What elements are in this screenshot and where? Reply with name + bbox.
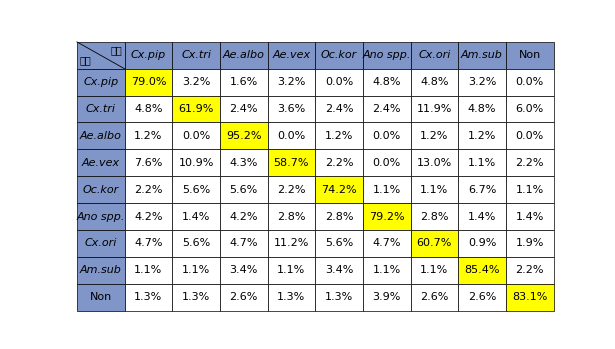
Text: 예측: 예측 <box>110 45 122 55</box>
Text: 실제: 실제 <box>79 55 91 65</box>
